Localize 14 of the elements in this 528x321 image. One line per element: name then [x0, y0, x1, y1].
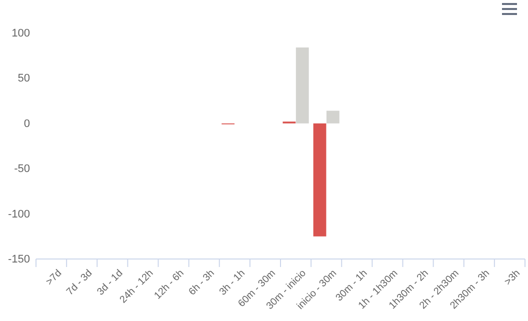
x-tick-label: >3h [502, 268, 522, 288]
y-tick-label: 0 [24, 118, 30, 130]
bar [326, 110, 340, 124]
bar [313, 123, 326, 236]
x-tick-label: >7d [44, 268, 64, 288]
y-tick-label: 100 [12, 28, 30, 40]
y-tick-label: -50 [14, 163, 30, 176]
x-tick-label: 12h - 6h [152, 268, 186, 302]
bar [296, 47, 309, 124]
y-tick-label: 50 [18, 72, 30, 85]
y-tick-label: -100 [8, 208, 30, 220]
y-tick-label: -150 [8, 254, 30, 266]
x-tick-label: 7d - 3d [64, 268, 95, 298]
x-tick-label: 6h - 3h [187, 268, 217, 298]
